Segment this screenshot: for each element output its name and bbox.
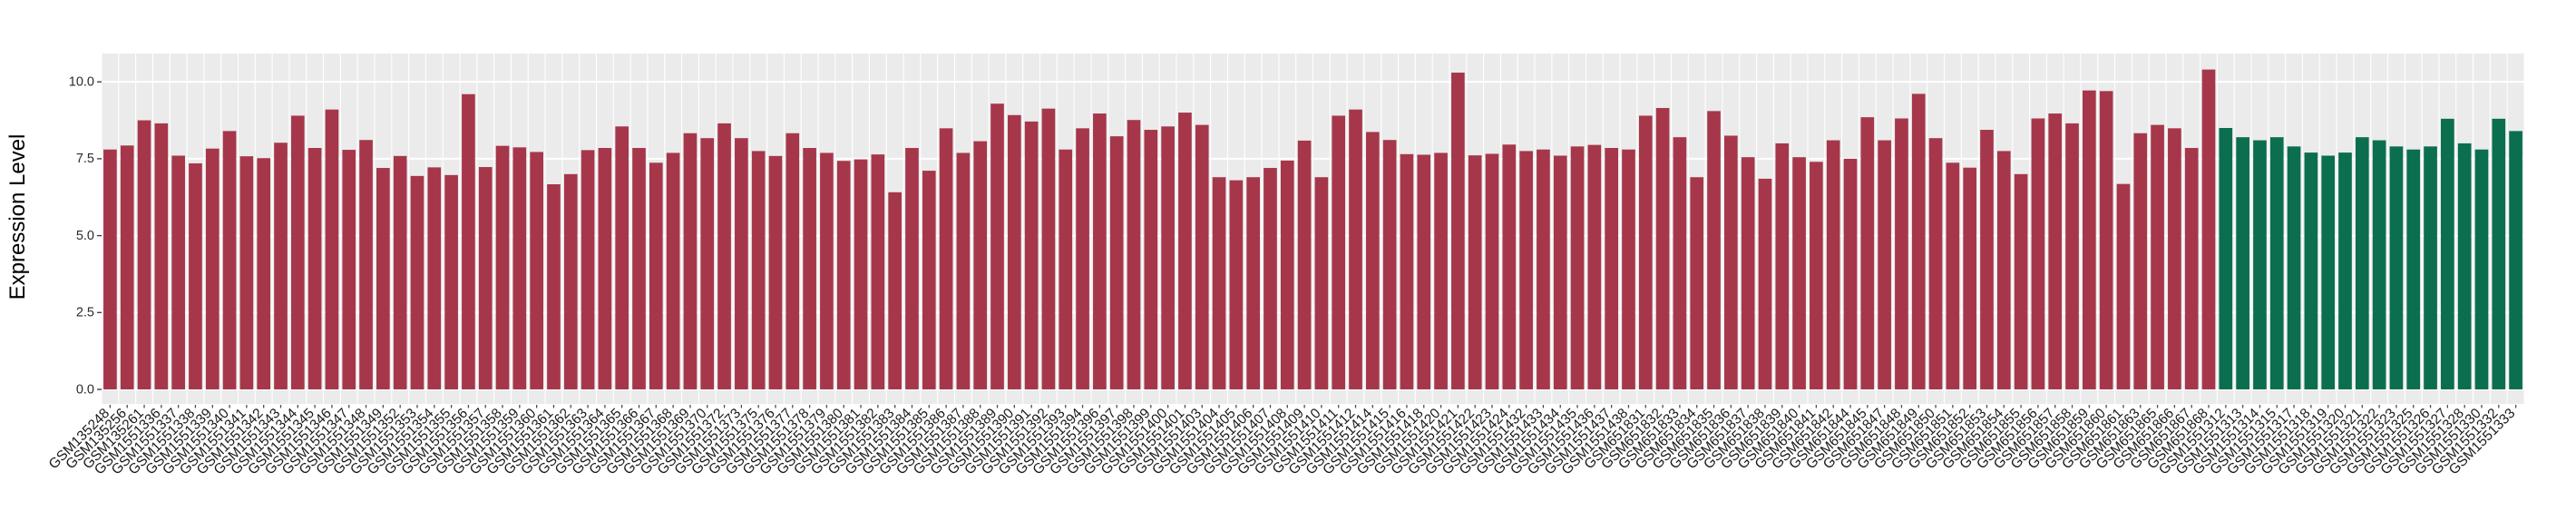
svg-text:0.0: 0.0 [76,382,94,397]
svg-text:7.5: 7.5 [76,152,94,166]
svg-text:Expression Level: Expression Level [5,134,30,300]
svg-text:5.0: 5.0 [76,229,94,243]
svg-text:10.0: 10.0 [69,75,94,90]
svg-text:2.5: 2.5 [76,306,94,320]
